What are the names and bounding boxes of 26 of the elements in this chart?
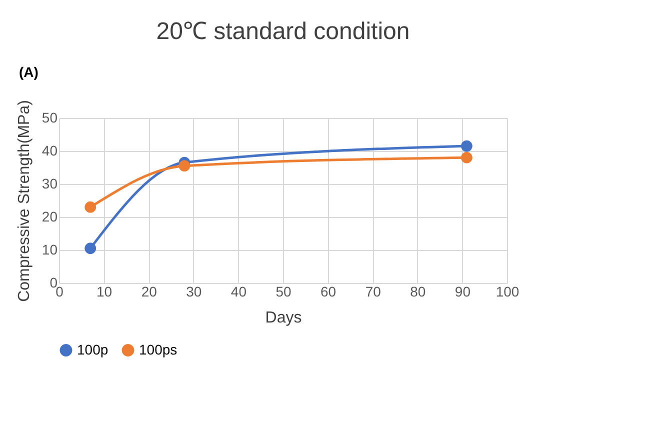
y-tick-label: 30: [42, 176, 58, 192]
x-tick-label: 70: [365, 284, 382, 300]
x-tick-label: 10: [96, 284, 112, 300]
x-tick-label: 60: [320, 284, 336, 300]
point: [178, 160, 190, 172]
x-tick-label: 20: [141, 284, 158, 300]
text: (A): [19, 64, 38, 80]
x-tick-label: 100: [496, 284, 520, 300]
legend-label: 100p: [77, 341, 108, 358]
point: [84, 242, 96, 254]
y-axis-title: Compressive Strength(MPa): [16, 100, 33, 302]
x-tick-label: 80: [410, 284, 426, 300]
x-tick-label: 30: [186, 284, 202, 300]
y-tick-label: 20: [42, 208, 58, 224]
chart-title: 20℃ standard condition: [156, 18, 410, 45]
x-tick-label: 90: [454, 284, 471, 300]
legend-label: 100ps: [139, 341, 178, 358]
point: [84, 201, 96, 213]
point: [460, 152, 472, 164]
y-tick-label: 10: [42, 242, 58, 258]
x-axis-title: Days: [265, 310, 302, 326]
y-tick-label: 50: [42, 110, 58, 126]
x-tick-label: 50: [276, 284, 292, 300]
point: [460, 140, 472, 152]
y-tick-label: 40: [42, 142, 58, 158]
x-tick-label: 40: [230, 284, 247, 300]
